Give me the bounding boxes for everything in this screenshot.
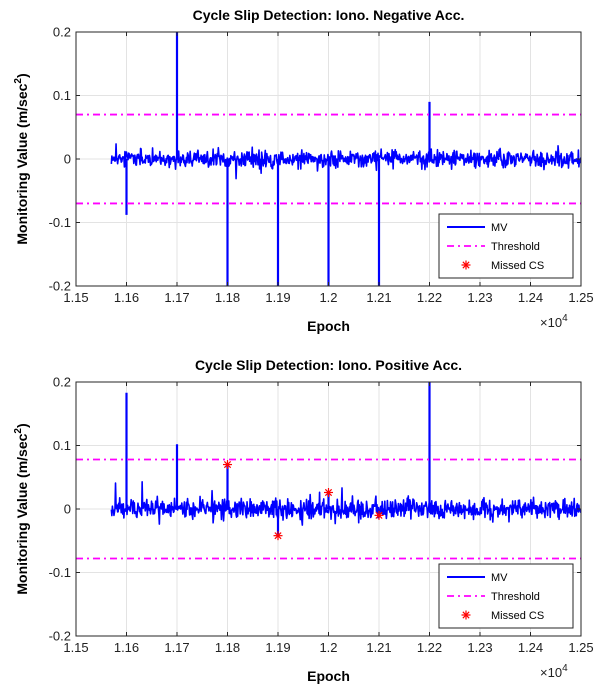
legend-box (438, 213, 574, 279)
y-tick-label: -0.2 (49, 279, 71, 294)
legend: MV Threshold Missed CS (438, 213, 574, 279)
y-tick-label: -0.1 (49, 565, 71, 580)
missed-cs-marker (223, 460, 232, 470)
legend-label: Threshold (491, 241, 540, 253)
x-tick-label: 1.22 (417, 640, 442, 655)
legend-swatch-missed-cs (461, 610, 471, 620)
chart-0: 1.15 1.16 1.17 1.18 1.19 1.2 1.21 1.22 1.23 1.24 1… (13, 7, 594, 334)
x-tick-label: 1.19 (265, 640, 290, 655)
missed-cs-marker (374, 510, 384, 520)
y-tick-label: -0.2 (49, 629, 71, 644)
x-tick-label: 1.24 (518, 290, 543, 305)
x-axis-exponent: ×104 (540, 313, 568, 330)
chart-title: Cycle Slip Detection: Iono. Positive Acc… (195, 357, 462, 373)
y-tick-label: 0.1 (53, 88, 71, 103)
x-tick-label: 1.25 (568, 640, 593, 655)
y-tick-label: 0 (64, 502, 71, 517)
mv-series-line (110, 480, 581, 526)
x-tick-label: 1.25 (568, 290, 593, 305)
y-tick-label: -0.1 (49, 215, 71, 230)
legend-swatch-missed-cs (461, 260, 471, 270)
x-tick-label: 1.21 (366, 290, 391, 305)
x-tick-label: 1.16 (114, 290, 139, 305)
legend-label: Threshold (491, 591, 540, 603)
x-axis-exponent: ×104 (540, 663, 568, 680)
chart-title: Cycle Slip Detection: Iono. Negative Acc… (193, 7, 465, 23)
x-axis-label: Epoch (307, 318, 350, 334)
x-tick-label: 1.2 (319, 290, 337, 305)
legend-box (438, 563, 574, 629)
x-tick-label: 1.21 (366, 640, 391, 655)
x-tick-label: 1.15 (63, 290, 88, 305)
x-tick-label: 1.2 (319, 640, 337, 655)
x-tick-label: 1.24 (518, 640, 543, 655)
x-tick-label: 1.15 (63, 640, 88, 655)
y-tick-label: 0.2 (53, 25, 71, 40)
y-tick-label: 0 (64, 152, 71, 167)
legend: MV Threshold Missed CS (438, 563, 574, 629)
missed-cs-marker (273, 531, 283, 541)
y-tick-label: 0.1 (53, 438, 71, 453)
x-axis-label: Epoch (307, 668, 350, 684)
x-tick-label: 1.22 (417, 290, 442, 305)
y-tick-label: 0.2 (53, 375, 71, 390)
x-tick-label: 1.16 (114, 640, 139, 655)
legend-label: MV (491, 572, 508, 584)
x-tick-label: 1.17 (164, 290, 189, 305)
legend-label: Missed CS (491, 610, 544, 622)
x-tick-label: 1.23 (467, 290, 492, 305)
legend-label: Missed CS (491, 260, 544, 272)
y-axis-label: Monitoring Value (m/sec2) (13, 73, 30, 244)
x-tick-label: 1.19 (265, 290, 290, 305)
mv-series-line (110, 143, 581, 180)
legend-label: MV (491, 222, 508, 234)
y-axis-label: Monitoring Value (m/sec2) (13, 423, 30, 594)
chart-1: 1.15 1.16 1.17 1.18 1.19 1.2 1.21 1.22 1.23 1.24 1… (13, 357, 594, 684)
x-tick-label: 1.17 (164, 640, 189, 655)
missed-cs-marker (324, 487, 333, 497)
x-tick-label: 1.18 (215, 290, 240, 305)
x-tick-label: 1.23 (467, 640, 492, 655)
x-tick-label: 1.18 (215, 640, 240, 655)
